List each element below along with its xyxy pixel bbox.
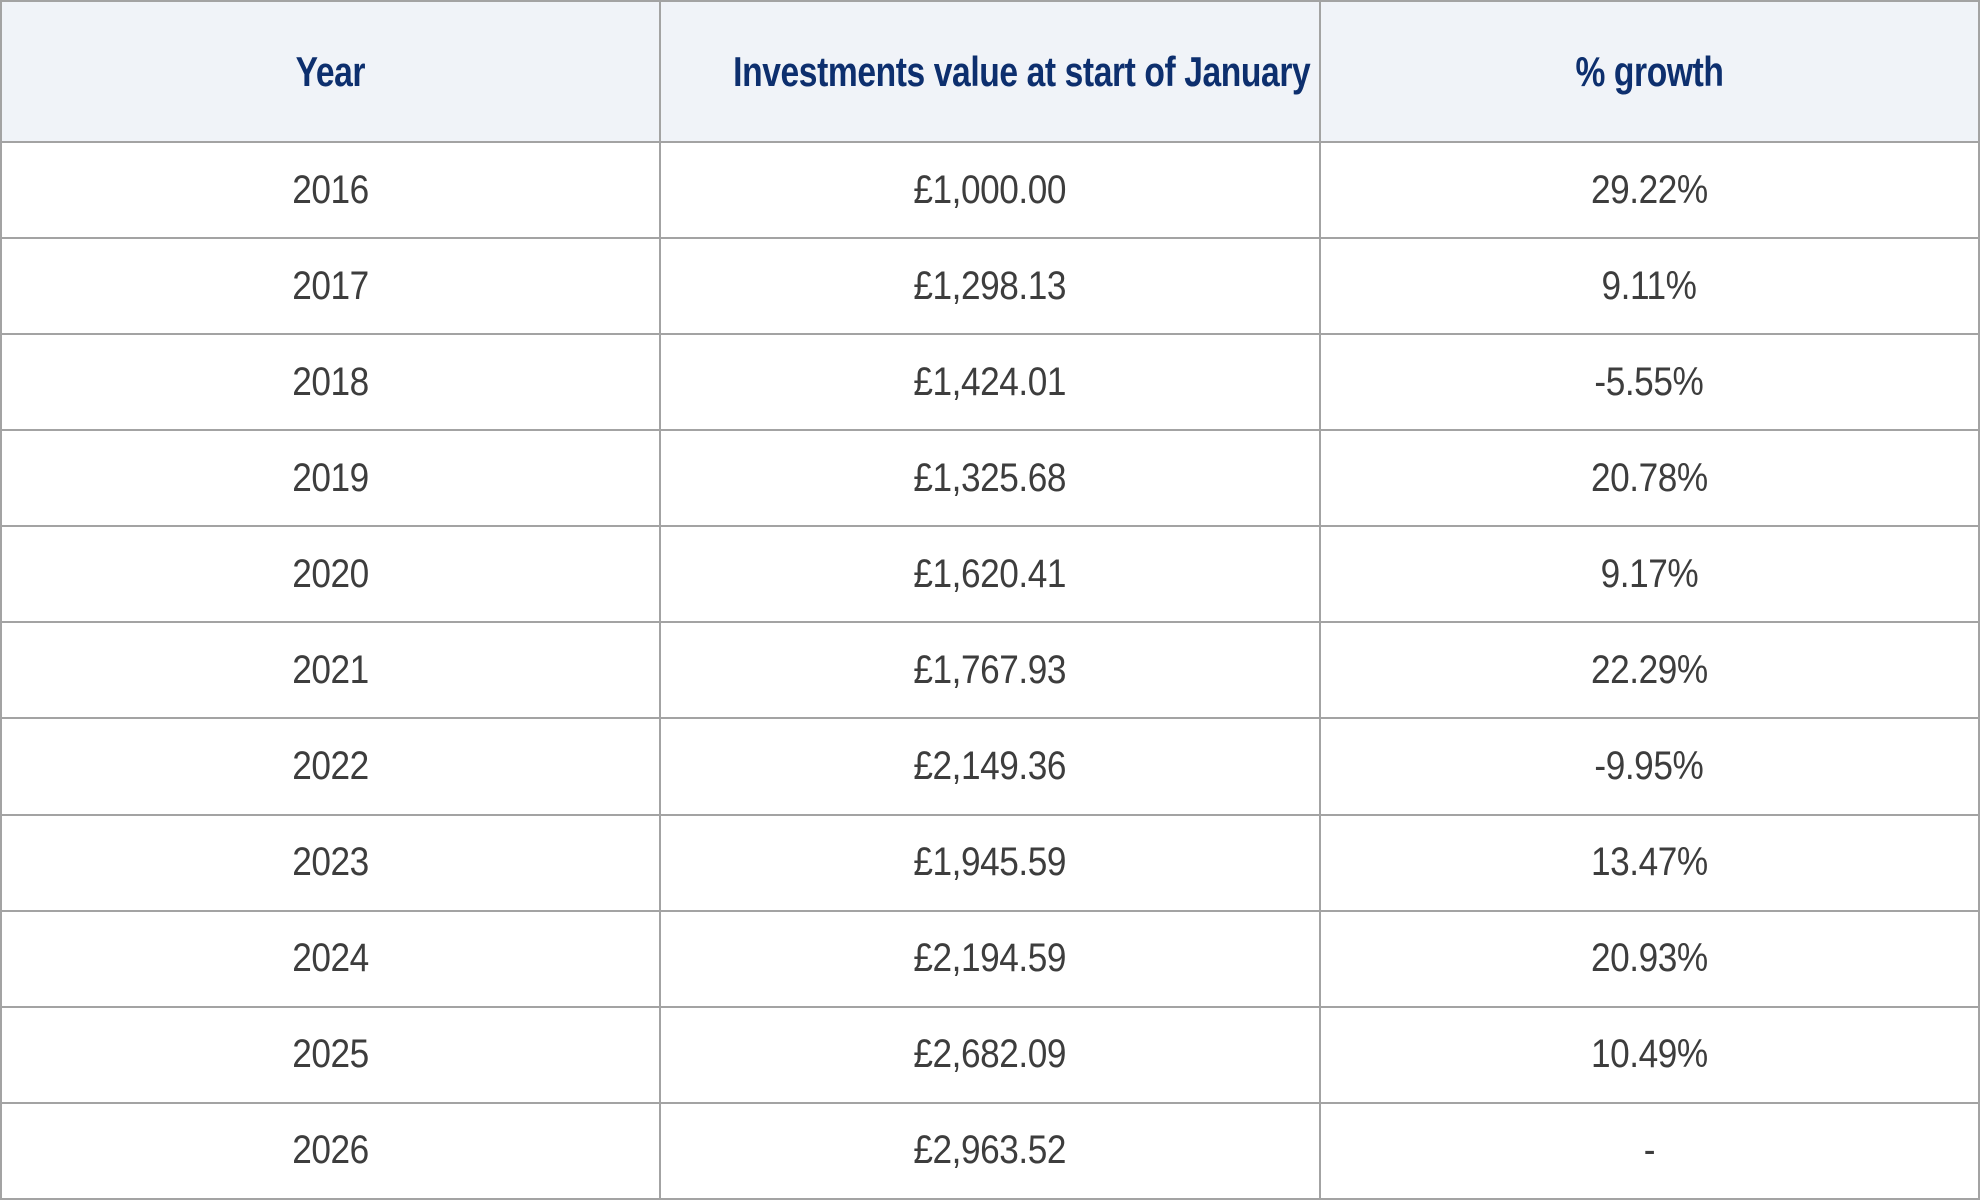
table-header: Year Investments value at start of Janua… bbox=[0, 0, 1980, 143]
growth-cell: 9.11% bbox=[1318, 237, 1980, 336]
value-cell: £1,325.68 bbox=[659, 429, 1321, 528]
value-cell-text: £1,767.93 bbox=[913, 647, 1067, 692]
year-cell-text: 2022 bbox=[292, 744, 369, 788]
year-cell-text: 2024 bbox=[292, 936, 369, 981]
year-cell: 2025 bbox=[0, 1005, 662, 1104]
value-cell-text: £1,325.68 bbox=[913, 455, 1067, 500]
table-row: 2022 £2,149.36 -9.95% bbox=[0, 717, 1980, 816]
growth-cell-text: 22.29% bbox=[1590, 647, 1708, 692]
growth-cell: 29.22% bbox=[1318, 140, 1980, 240]
year-cell: 2017 bbox=[0, 237, 662, 336]
table-row: 2021 £1,767.93 22.29% bbox=[0, 621, 1980, 720]
year-cell: 2021 bbox=[0, 621, 662, 720]
growth-cell-text: -9.95% bbox=[1594, 744, 1704, 788]
table-body: 2016 £1,000.00 29.22% 2017 £1,298.13 9.11% 201… bbox=[0, 140, 1980, 1200]
value-cell: £1,298.13 bbox=[659, 237, 1321, 336]
year-cell: 2024 bbox=[0, 909, 662, 1008]
table-row: 2024 £2,194.59 20.93% bbox=[0, 909, 1980, 1008]
year-cell-text: 2026 bbox=[292, 1128, 369, 1173]
table-row: 2020 £1,620.41 9.17% bbox=[0, 525, 1980, 624]
year-cell-text: 2020 bbox=[292, 551, 369, 596]
year-cell-text: 2016 bbox=[292, 167, 369, 212]
value-cell-text: £2,682.09 bbox=[913, 1032, 1067, 1077]
table-row: 2019 £1,325.68 20.78% bbox=[0, 429, 1980, 528]
year-cell-text: 2023 bbox=[292, 840, 369, 885]
growth-cell: 20.93% bbox=[1318, 909, 1980, 1008]
growth-cell: 10.49% bbox=[1318, 1005, 1980, 1104]
growth-cell-text: 20.78% bbox=[1590, 455, 1708, 500]
year-cell-text: 2017 bbox=[292, 263, 369, 308]
growth-cell: - bbox=[1318, 1101, 1980, 1200]
value-cell: £1,945.59 bbox=[659, 813, 1321, 912]
column-header-investments-value: Investments value at start of January bbox=[659, 0, 1321, 143]
year-cell: 2016 bbox=[0, 140, 662, 240]
growth-cell-text: 10.49% bbox=[1590, 1032, 1708, 1077]
year-cell-text: 2019 bbox=[292, 455, 369, 500]
year-cell-text: 2018 bbox=[292, 359, 369, 404]
value-cell: £2,149.36 bbox=[659, 717, 1321, 816]
year-cell: 2019 bbox=[0, 429, 662, 528]
table-row: 2023 £1,945.59 13.47% bbox=[0, 813, 1980, 912]
growth-cell-text: 20.93% bbox=[1590, 936, 1708, 981]
column-header-percent-growth: % growth bbox=[1318, 0, 1980, 143]
value-cell-text: £1,000.00 bbox=[913, 167, 1067, 212]
growth-cell-text: 29.22% bbox=[1590, 167, 1708, 212]
table-row: 2016 £1,000.00 29.22% bbox=[0, 140, 1980, 240]
table-row: 2017 £1,298.13 9.11% bbox=[0, 237, 1980, 336]
growth-cell-text: - bbox=[1643, 1128, 1656, 1173]
year-cell: 2023 bbox=[0, 813, 662, 912]
value-cell-text: £1,945.59 bbox=[913, 840, 1067, 885]
growth-cell-text: -5.55% bbox=[1594, 359, 1704, 404]
value-cell-text: £2,194.59 bbox=[913, 936, 1067, 981]
value-cell: £2,963.52 bbox=[659, 1101, 1321, 1200]
table-row: 2026 £2,963.52 - bbox=[0, 1101, 1980, 1200]
value-cell-text: £2,149.36 bbox=[913, 744, 1067, 788]
value-cell: £2,194.59 bbox=[659, 909, 1321, 1008]
value-cell: £1,767.93 bbox=[659, 621, 1321, 720]
header-row: Year Investments value at start of Janua… bbox=[0, 0, 1980, 143]
growth-cell-text: 9.17% bbox=[1600, 551, 1699, 596]
year-cell-text: 2021 bbox=[292, 647, 369, 692]
growth-cell: 22.29% bbox=[1318, 621, 1980, 720]
column-header-investments-value-label: Investments value at start of January bbox=[733, 47, 1311, 95]
column-header-percent-growth-label: % growth bbox=[1575, 47, 1724, 95]
value-cell-text: £2,963.52 bbox=[913, 1128, 1067, 1173]
year-cell: 2026 bbox=[0, 1101, 662, 1200]
growth-cell: -5.55% bbox=[1318, 333, 1980, 432]
column-header-year: Year bbox=[0, 0, 662, 143]
value-cell-text: £1,620.41 bbox=[913, 551, 1067, 596]
value-cell: £2,682.09 bbox=[659, 1005, 1321, 1104]
table-row: 2018 £1,424.01 -5.55% bbox=[0, 333, 1980, 432]
growth-cell: 9.17% bbox=[1318, 525, 1980, 624]
value-cell: £1,620.41 bbox=[659, 525, 1321, 624]
table-row: 2025 £2,682.09 10.49% bbox=[0, 1005, 1980, 1104]
year-cell-text: 2025 bbox=[292, 1032, 369, 1077]
growth-cell-text: 9.11% bbox=[1601, 263, 1697, 308]
value-cell-text: £1,298.13 bbox=[913, 263, 1067, 308]
growth-cell: 13.47% bbox=[1318, 813, 1980, 912]
year-cell: 2022 bbox=[0, 717, 662, 816]
value-cell: £1,000.00 bbox=[659, 140, 1321, 240]
value-cell: £1,424.01 bbox=[659, 333, 1321, 432]
growth-cell: 20.78% bbox=[1318, 429, 1980, 528]
growth-cell: -9.95% bbox=[1318, 717, 1980, 816]
column-header-year-label: Year bbox=[295, 47, 366, 95]
growth-cell-text: 13.47% bbox=[1590, 840, 1708, 885]
year-cell: 2018 bbox=[0, 333, 662, 432]
year-cell: 2020 bbox=[0, 525, 662, 624]
value-cell-text: £1,424.01 bbox=[913, 359, 1067, 404]
